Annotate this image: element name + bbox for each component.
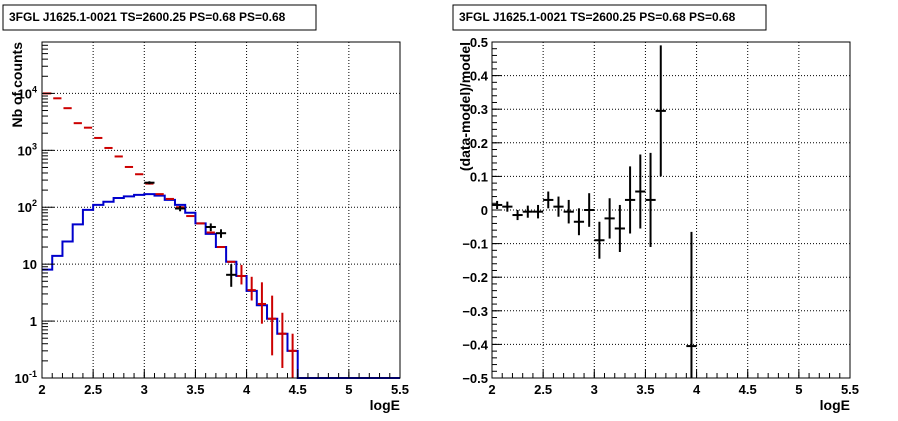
y-tick-labels: 10-1 1 10 102 103 104: [15, 84, 37, 386]
y-tick-label: 0.2: [470, 136, 488, 151]
chart-title: 3FGL J1625.1-0021 TS=2600.25 PS=0.68 PS=…: [9, 10, 286, 24]
series-group: [492, 45, 697, 378]
y-tick-label: 10-1: [15, 369, 37, 386]
y-tick-labels: −0.5 −0.4 −0.3 −0.2 −0.1 0 0.1 0.2 0.3 0.4 0.5: [462, 35, 488, 386]
x-tick-label: 5: [795, 382, 802, 397]
x-tick-label: 5.5: [841, 382, 859, 397]
x-tick-label: 4: [243, 382, 251, 397]
x-tick-label: 4: [693, 382, 701, 397]
x-axis-title: logE: [820, 397, 850, 413]
grid-lines: [492, 42, 850, 378]
y-axis-title: Nb of counts: [9, 42, 25, 128]
y-tick-label: −0.5: [462, 371, 488, 386]
y-tick-label: 0.1: [470, 169, 488, 184]
grid-lines: [42, 42, 400, 378]
y-tick-label: 102: [18, 198, 37, 215]
y-tick-label: −0.4: [462, 337, 488, 352]
tick-marks: [41, 41, 401, 379]
x-tick-label: 2: [38, 382, 45, 397]
residual-panel: 2 2.5 3 3.5 4 4.5 5 5.5 −0.5 −0.4 −0.3 −0.2 −0.1 0 0.…: [452, 4, 859, 413]
x-tick-label: 2: [488, 382, 495, 397]
x-tick-label: 4.5: [739, 382, 757, 397]
x-tick-label: 3.5: [186, 382, 204, 397]
x-tick-label: 4.5: [289, 382, 307, 397]
x-tick-label: 5: [345, 382, 352, 397]
x-tick-label: 3.5: [636, 382, 654, 397]
y-tick-label: 104: [18, 84, 37, 101]
x-tick-label: 3: [141, 382, 148, 397]
x-tick-label: 2.5: [534, 382, 552, 397]
y-tick-label: 0.5: [470, 35, 488, 50]
title-box: [2, 4, 317, 31]
y-axis-title: (data-model)/model: [457, 42, 473, 171]
tick-marks: [491, 41, 851, 379]
counts-panel: 2 2.5 3 3.5 4 4.5 5 5.5 10-1 1 10 102 103 104 logE N…: [2, 4, 409, 413]
y-tick-label: −0.1: [462, 237, 488, 252]
y-tick-label: 0.4: [470, 69, 489, 84]
y-tick-label: −0.2: [462, 270, 488, 285]
x-tick-labels: 2 2.5 3 3.5 4 4.5 5 5.5: [488, 382, 859, 397]
x-tick-label: 2.5: [84, 382, 102, 397]
y-tick-label: 1: [30, 314, 37, 329]
y-tick-label: 0: [481, 203, 488, 218]
x-tick-labels: 2 2.5 3 3.5 4 4.5 5 5.5: [38, 382, 409, 397]
y-tick-label: 10: [23, 257, 37, 272]
y-tick-label: 0.3: [470, 102, 488, 117]
title-box: [452, 4, 767, 31]
x-tick-label: 5.5: [391, 382, 409, 397]
chart-title: 3FGL J1625.1-0021 TS=2600.25 PS=0.68 PS=…: [459, 10, 736, 24]
x-axis-title: logE: [370, 397, 400, 413]
y-tick-label: 103: [18, 141, 37, 158]
y-tick-label: −0.3: [462, 304, 488, 319]
x-tick-label: 3: [591, 382, 598, 397]
